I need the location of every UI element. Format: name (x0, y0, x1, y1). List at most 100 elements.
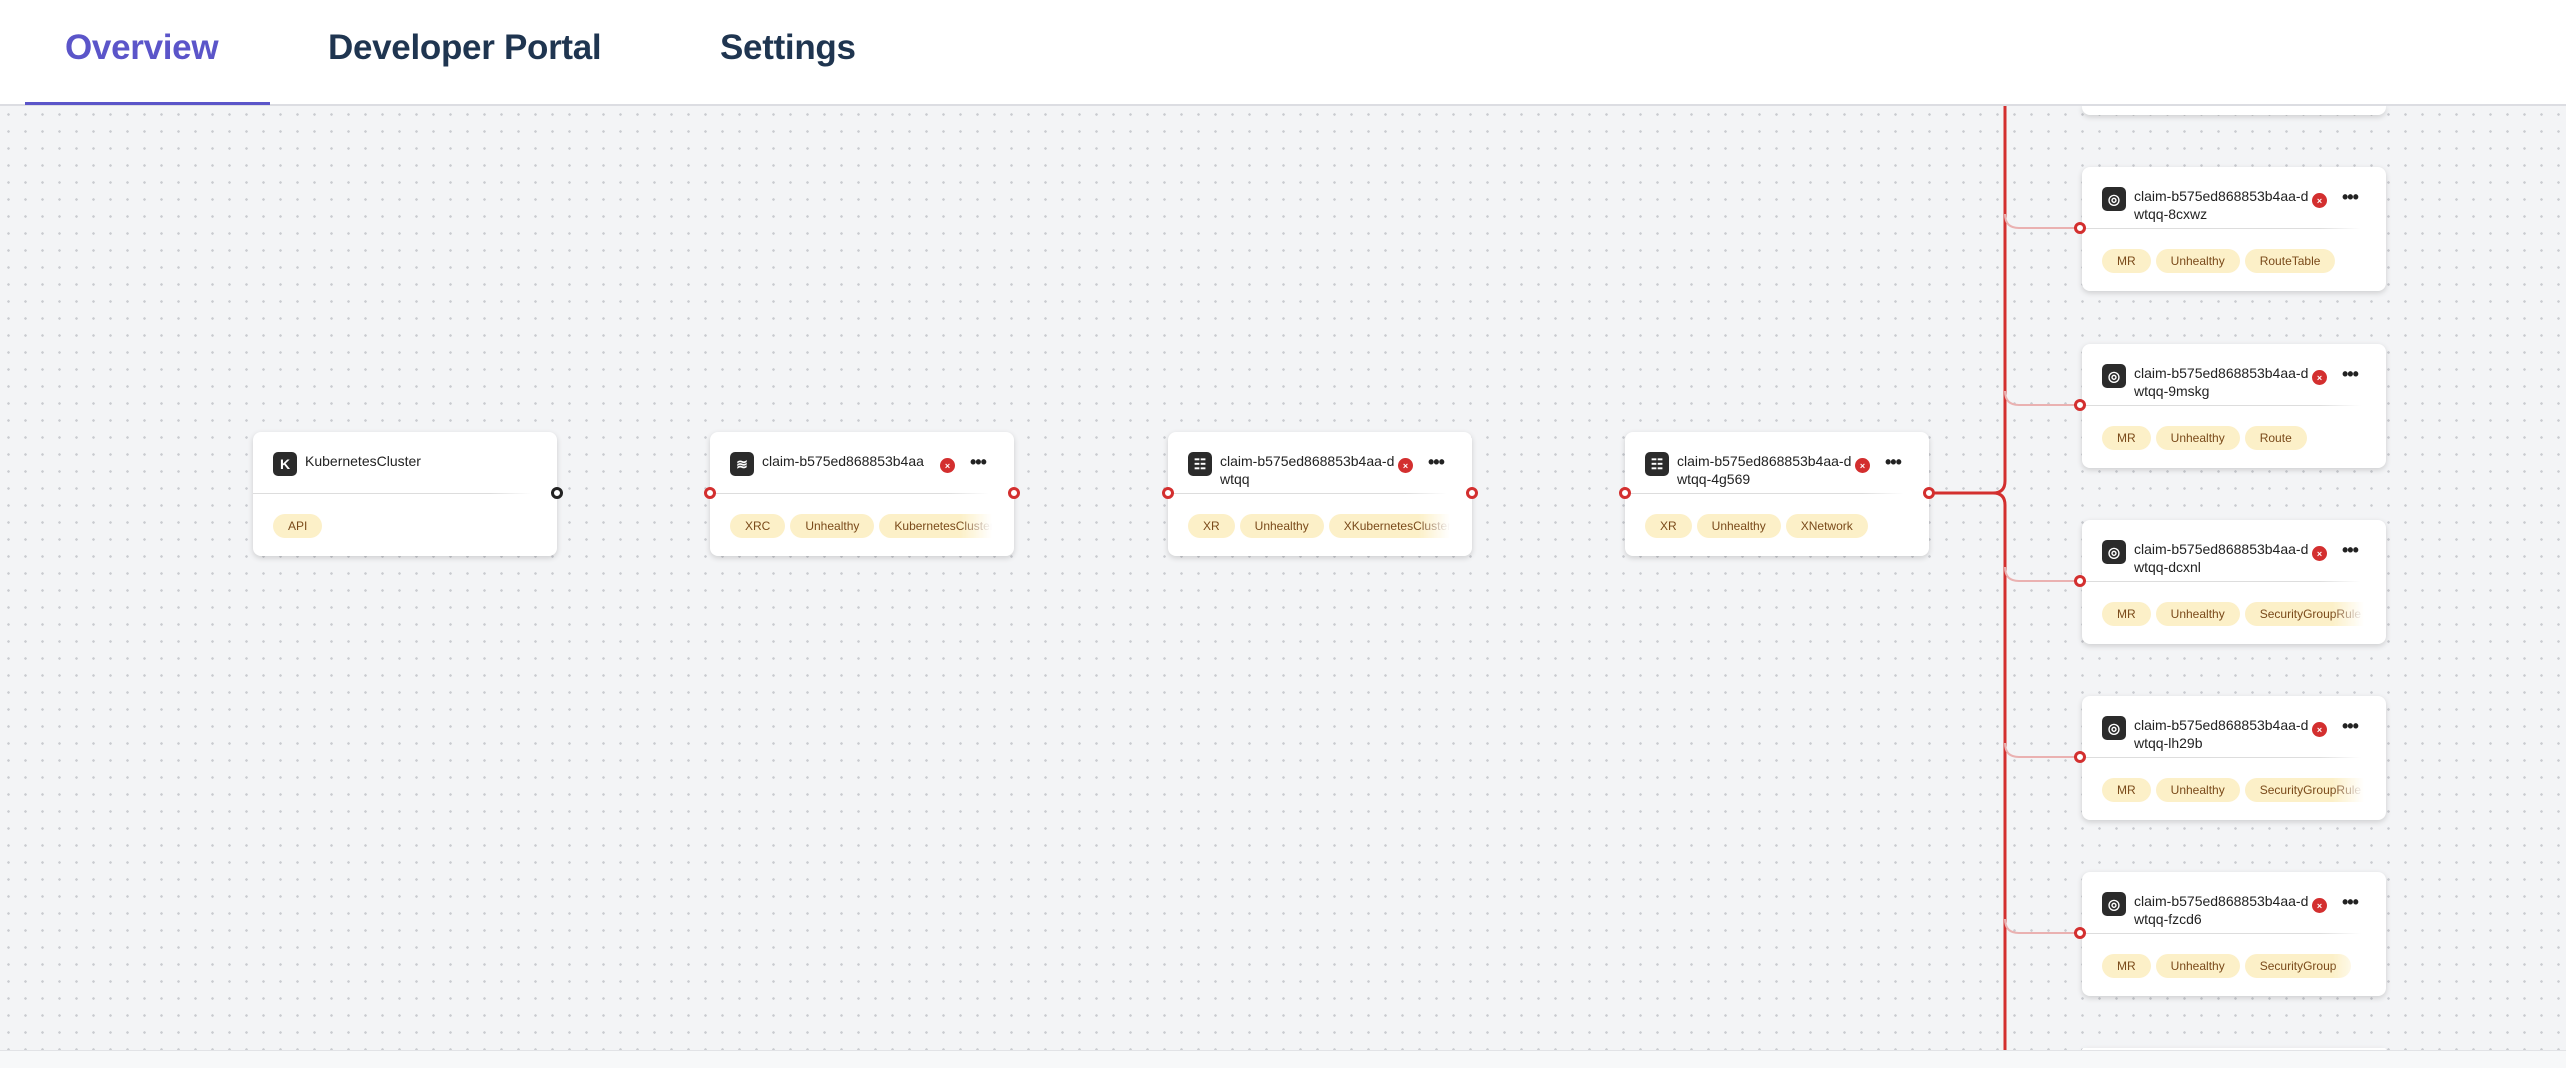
resource-node-card-partial[interactable] (2082, 1048, 2386, 1050)
tag-list: MR Unhealthy SecurityGroup (2102, 954, 2364, 978)
node-title: claim-b575ed868853b4aa-dwtqq-lh29b (2134, 717, 2309, 751)
more-options-button[interactable]: ••• (2342, 716, 2359, 736)
active-tab-indicator (25, 102, 270, 105)
connection-handle[interactable] (551, 487, 563, 499)
managed-resource-icon: ◎ (2102, 716, 2126, 740)
error-status-icon[interactable]: × (1855, 458, 1870, 473)
tag-list: API (273, 514, 535, 538)
node-title: KubernetesCluster (305, 453, 421, 469)
managed-resource-card[interactable]: ◎ claim-b575ed868853b4aa-dwtqq-dcxnl × ••• M… (2082, 520, 2386, 644)
tag-badge: Unhealthy (2155, 426, 2240, 450)
resource-node-card-partial[interactable] (2082, 106, 2386, 115)
divider (2082, 405, 2361, 406)
tag-list: XRC Unhealthy KubernetesCluster (730, 514, 992, 538)
more-options-button[interactable]: ••• (1428, 452, 1445, 472)
tab-overview[interactable]: Overview (65, 28, 219, 67)
tag-badge: Route (2244, 426, 2307, 450)
resource-node-card[interactable]: ≋ claim-b575ed868853b4aa × ••• XRC Unhealthy K… (710, 432, 1014, 556)
top-nav: Overview Developer Portal Settings (0, 0, 2566, 106)
error-status-icon[interactable]: × (2312, 898, 2327, 913)
more-options-button[interactable]: ••• (1885, 452, 1902, 472)
connection-handle[interactable] (2074, 751, 2086, 763)
managed-resource-icon: ◎ (2102, 892, 2126, 916)
tag-badge: Unhealthy (1696, 514, 1781, 538)
more-options-button[interactable]: ••• (2342, 187, 2359, 207)
layers-icon: ≋ (730, 452, 754, 476)
bottom-bar (0, 1050, 2566, 1068)
tag-list: MR Unhealthy Route (2102, 426, 2364, 450)
tag-badge: Unhealthy (2155, 602, 2240, 626)
tag-badge: MR (2102, 249, 2151, 273)
graph-canvas[interactable]: K KubernetesCluster API ≋ claim-b575ed868853… (0, 106, 2566, 1050)
edge (2004, 213, 2080, 229)
connection-handle[interactable] (1923, 487, 1935, 499)
list-icon: ☷ (1188, 452, 1212, 476)
divider (2082, 228, 2361, 229)
more-options-button[interactable]: ••• (2342, 540, 2359, 560)
connection-handle[interactable] (1619, 487, 1631, 499)
tag-badge: Unhealthy (2155, 249, 2240, 273)
error-status-icon[interactable]: × (2312, 546, 2327, 561)
tag-badge: MR (2102, 778, 2151, 802)
managed-resource-icon: ◎ (2102, 540, 2126, 564)
tag-badge: XKubernetesCluster (1328, 514, 1450, 538)
connection-handle[interactable] (704, 487, 716, 499)
tag-badge: XNetwork (1785, 514, 1868, 538)
connection-handle[interactable] (1466, 487, 1478, 499)
node-title: claim-b575ed868853b4aa-dwtqq-8cxwz (2134, 188, 2309, 222)
tag-badge: XRC (730, 514, 786, 538)
error-status-icon[interactable]: × (2312, 722, 2327, 737)
tag-list: MR Unhealthy SecurityGroupRule (2102, 778, 2364, 802)
connection-handle[interactable] (2074, 399, 2086, 411)
tag-badge: Unhealthy (2155, 778, 2240, 802)
connection-handle[interactable] (2074, 575, 2086, 587)
more-options-button[interactable]: ••• (2342, 892, 2359, 912)
tag-badge: Unhealthy (1239, 514, 1324, 538)
tag-badge: API (273, 514, 323, 538)
connection-handle[interactable] (1008, 487, 1020, 499)
tag-list: MR Unhealthy RouteTable (2102, 249, 2364, 273)
tag-list: XR Unhealthy XKubernetesCluster (1188, 514, 1450, 538)
tag-list: MR Unhealthy SecurityGroupRule (2102, 602, 2364, 626)
tab-settings[interactable]: Settings (720, 28, 856, 67)
tag-badge: SecurityGroup (2244, 954, 2352, 978)
managed-resource-card[interactable]: ◎ claim-b575ed868853b4aa-dwtqq-fzcd6 × ••• M… (2082, 872, 2386, 996)
graph-edges (557, 106, 2080, 1050)
edge (1992, 491, 2007, 1050)
edge (2004, 390, 2080, 406)
divider (1168, 493, 1447, 494)
node-title: claim-b575ed868853b4aa-dwtqq (1220, 453, 1395, 487)
managed-resource-icon: ◎ (2102, 364, 2126, 388)
resource-node-card[interactable]: ☷ claim-b575ed868853b4aa-dwtqq-4g569 × ••• X… (1625, 432, 1929, 556)
resource-node-card[interactable]: ☷ claim-b575ed868853b4aa-dwtqq × ••• XR Unhea… (1168, 432, 1472, 556)
managed-resource-card[interactable]: ◎ claim-b575ed868853b4aa-dwtqq-8cxwz × ••• M… (2082, 167, 2386, 291)
divider (1625, 493, 1904, 494)
tag-badge: Unhealthy (790, 514, 875, 538)
tag-badge: Unhealthy (2155, 954, 2240, 978)
managed-resource-card[interactable]: ◎ claim-b575ed868853b4aa-dwtqq-9mskg × ••• M… (2082, 344, 2386, 468)
edge (2004, 918, 2080, 934)
tab-developer-portal[interactable]: Developer Portal (328, 28, 602, 67)
divider (2082, 757, 2361, 758)
error-status-icon[interactable]: × (2312, 370, 2327, 385)
managed-resource-card[interactable]: ◎ claim-b575ed868853b4aa-dwtqq-lh29b × ••• M… (2082, 696, 2386, 820)
edge (2004, 566, 2080, 582)
connection-handle[interactable] (2074, 927, 2086, 939)
connection-handle[interactable] (2074, 222, 2086, 234)
divider (253, 493, 532, 494)
error-status-icon[interactable]: × (940, 458, 955, 473)
tag-badge: MR (2102, 602, 2151, 626)
more-options-button[interactable]: ••• (2342, 364, 2359, 384)
node-title: claim-b575ed868853b4aa (762, 453, 924, 469)
error-status-icon[interactable]: × (2312, 193, 2327, 208)
tag-badge: MR (2102, 426, 2151, 450)
divider (710, 493, 989, 494)
divider (2082, 581, 2361, 582)
more-options-button[interactable]: ••• (970, 452, 987, 472)
resource-node-card[interactable]: K KubernetesCluster API (253, 432, 557, 556)
k-logo-icon: K (273, 452, 297, 476)
tag-badge: KubernetesCluster (879, 514, 992, 538)
tag-badge: SecurityGroupRule (2244, 778, 2364, 802)
connection-handle[interactable] (1162, 487, 1174, 499)
error-status-icon[interactable]: × (1398, 458, 1413, 473)
